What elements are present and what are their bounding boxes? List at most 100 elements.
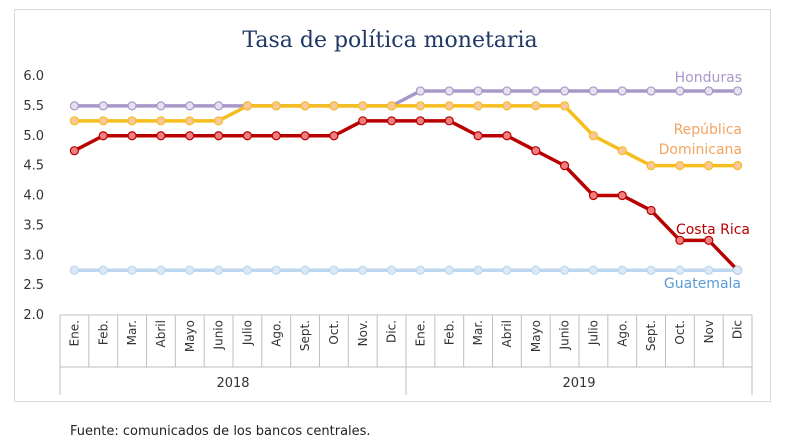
data-point [156, 101, 166, 111]
x-tick-label: Ago. [615, 320, 629, 347]
data-point [386, 116, 397, 126]
data-point [473, 265, 483, 275]
data-point [358, 101, 368, 111]
data-point [415, 101, 426, 111]
x-tick-label: Dic [731, 320, 745, 339]
data-point [444, 265, 454, 275]
data-point [415, 116, 426, 126]
data-point [588, 131, 599, 141]
data-point [531, 265, 541, 275]
data-point [559, 101, 570, 111]
data-point [156, 265, 166, 275]
data-point [704, 265, 714, 275]
data-point [329, 101, 339, 111]
x-tick-label: Mar. [125, 320, 139, 345]
x-tick-label: Julio [240, 320, 254, 346]
data-point [98, 131, 108, 141]
data-point [98, 265, 108, 275]
x-tick-label: Ene. [67, 320, 81, 346]
data-point [444, 101, 454, 111]
data-point [675, 86, 685, 96]
data-point [415, 86, 426, 96]
series-line [73, 119, 739, 272]
x-tick-label: Mayo [183, 320, 197, 352]
data-point [704, 235, 714, 245]
data-point [329, 131, 339, 141]
x-tick-label: Junio [558, 320, 572, 350]
data-point [156, 131, 166, 141]
data-point [646, 86, 656, 96]
data-point [531, 86, 541, 96]
data-point [646, 265, 656, 275]
data-point [185, 131, 195, 141]
data-point [358, 116, 368, 126]
x-tick-label: Dic. [385, 320, 399, 343]
data-point [617, 146, 627, 156]
data-point [386, 265, 397, 275]
source-note: Fuente: comunicados de los bancos centra… [70, 424, 371, 439]
data-point [732, 265, 743, 275]
data-point [127, 116, 137, 126]
data-point [704, 86, 714, 96]
data-point [531, 146, 541, 156]
y-tick-label: 4.5 [23, 159, 44, 174]
year-group-label: 2019 [562, 376, 595, 391]
data-point [617, 190, 627, 201]
data-point [127, 101, 137, 111]
data-point [271, 101, 281, 111]
data-point [502, 265, 512, 275]
data-point [242, 265, 253, 275]
x-tick-label: Abril [500, 320, 514, 347]
data-point [213, 116, 224, 126]
x-tick-label: Nov. [356, 320, 370, 346]
year-group-label: 2018 [216, 376, 249, 391]
data-point [69, 146, 80, 156]
data-point [502, 131, 512, 141]
data-point [98, 101, 108, 111]
data-point [675, 235, 685, 245]
series-label: República Dominicana [659, 122, 742, 158]
data-point [213, 131, 224, 141]
data-point [502, 86, 512, 96]
x-tick-label: Sept. [298, 320, 312, 351]
series-line [74, 104, 738, 168]
x-tick-label: Ene. [413, 320, 427, 346]
data-point [329, 265, 339, 275]
x-tick-label: Junio [212, 320, 226, 350]
x-tick-label: Nov [702, 320, 716, 343]
data-point [300, 265, 310, 275]
y-tick-label: 4.0 [23, 189, 44, 204]
data-point [559, 265, 570, 275]
data-point [646, 205, 656, 216]
y-tick-label: 3.5 [23, 218, 44, 233]
data-point [617, 86, 627, 96]
data-point [358, 265, 368, 275]
x-tick-label: Sept. [644, 320, 658, 351]
data-point [271, 265, 281, 275]
x-tick-label: Mar. [471, 320, 485, 345]
data-point [185, 265, 195, 275]
x-tick-label: Feb. [96, 320, 110, 345]
data-point [271, 131, 281, 141]
data-point [559, 86, 570, 96]
series-label: Honduras [675, 70, 742, 86]
data-point [473, 101, 483, 111]
data-point [69, 101, 80, 111]
data-point [300, 131, 310, 141]
data-point [444, 86, 454, 96]
x-tick-label: Oct. [327, 320, 341, 345]
data-point [704, 161, 714, 171]
data-point [415, 265, 426, 275]
x-tick-label: Feb. [442, 320, 456, 345]
data-point [213, 101, 224, 111]
data-point [242, 131, 253, 141]
data-point [732, 161, 743, 171]
data-point [502, 101, 512, 111]
data-point [98, 116, 108, 126]
chart-title: Tasa de política monetaria [242, 28, 538, 53]
data-point [127, 265, 137, 275]
data-point [444, 116, 454, 126]
series-label: Costa Rica [676, 222, 750, 238]
y-tick-label: 6.0 [23, 69, 44, 84]
